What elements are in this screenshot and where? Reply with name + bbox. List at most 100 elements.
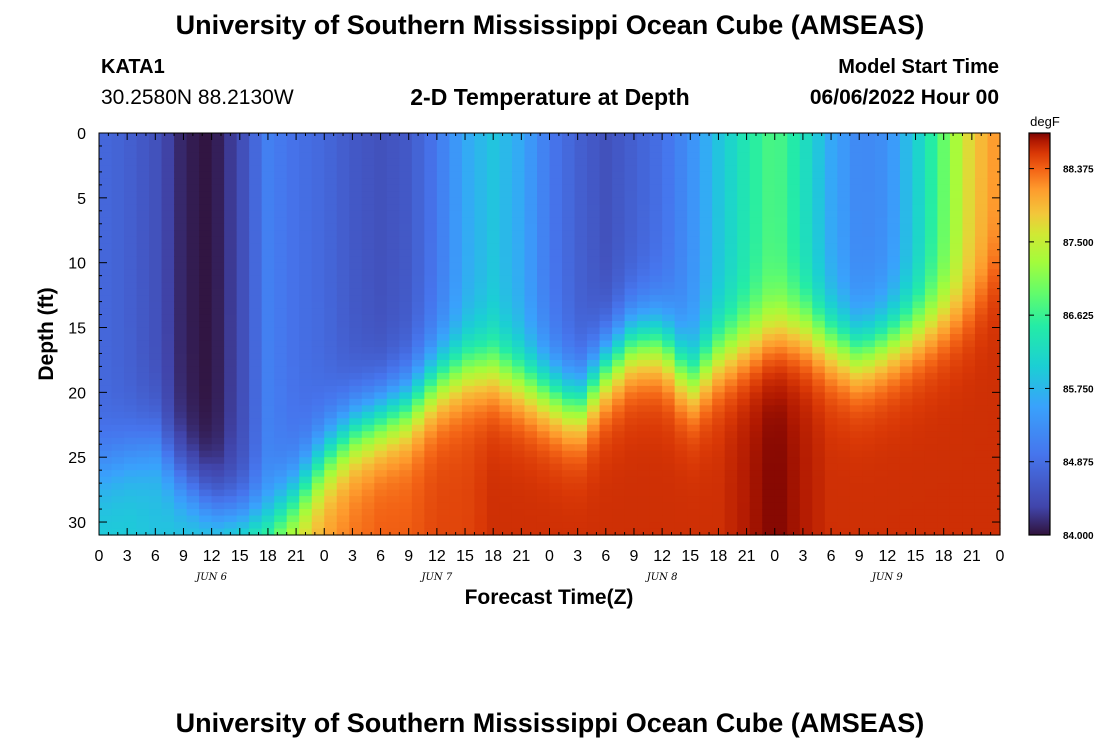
heatmap-cell	[424, 288, 438, 296]
heatmap-cell	[637, 184, 651, 192]
heatmap-cell	[862, 450, 876, 458]
heatmap-cell	[674, 398, 688, 406]
heatmap-cell	[637, 236, 651, 244]
heatmap-cell	[174, 133, 188, 141]
heatmap-cell	[712, 334, 726, 342]
heatmap-cell	[937, 346, 951, 355]
heatmap-cell	[699, 243, 713, 251]
heatmap-cell	[286, 139, 300, 147]
heatmap-cell	[912, 470, 926, 478]
heatmap-cell	[837, 165, 851, 173]
heatmap-cell	[449, 515, 463, 523]
heatmap-cell	[737, 496, 751, 504]
heatmap-cell	[724, 178, 738, 186]
heatmap-cell	[274, 418, 288, 426]
heatmap-cell	[612, 489, 626, 497]
heatmap-cell	[336, 489, 350, 497]
heatmap-cell	[499, 184, 513, 192]
heatmap-cell	[774, 353, 788, 361]
heatmap-cell	[424, 502, 438, 510]
heatmap-cell	[749, 450, 763, 458]
heatmap-cell	[436, 210, 450, 218]
heatmap-cell	[286, 295, 300, 303]
heatmap-cell	[211, 437, 225, 445]
heatmap-cell	[286, 392, 300, 400]
heatmap-cell	[674, 431, 688, 439]
heatmap-cell	[962, 424, 976, 432]
heatmap-cell	[224, 139, 238, 147]
heatmap-cell	[762, 366, 776, 374]
heatmap-cell	[411, 515, 425, 523]
heatmap-cell	[149, 379, 163, 387]
heatmap-cell	[474, 431, 488, 439]
heatmap-cell	[849, 178, 863, 186]
heatmap-cell	[199, 204, 213, 212]
heatmap-cell	[349, 295, 363, 303]
heatmap-cell	[974, 489, 989, 497]
heatmap-cell	[274, 158, 288, 167]
heatmap-cell	[311, 308, 325, 316]
heatmap-cell	[474, 204, 488, 212]
heatmap-cell	[924, 437, 939, 445]
heatmap-cell	[536, 295, 551, 303]
heatmap-cell	[712, 178, 726, 186]
heatmap-cell	[762, 411, 776, 419]
heatmap-cell	[812, 444, 826, 452]
heatmap-cell	[962, 236, 976, 244]
heatmap-cell	[374, 476, 388, 484]
heatmap-cell	[662, 424, 676, 432]
heatmap-cell	[974, 385, 989, 393]
heatmap-cell	[912, 165, 926, 173]
heatmap-cell	[837, 522, 851, 530]
heatmap-cell	[424, 457, 438, 465]
x-tick-label: 6	[376, 548, 385, 565]
heatmap-cell	[824, 457, 838, 465]
heatmap-cell	[574, 178, 588, 186]
heatmap-cell	[887, 353, 901, 361]
heatmap-cell	[724, 424, 738, 432]
heatmap-cell	[211, 133, 225, 141]
heatmap-cell	[812, 372, 826, 380]
heatmap-cell	[174, 223, 188, 231]
heatmap-cell	[499, 515, 513, 523]
heatmap-cell	[186, 346, 200, 355]
day-label: JUN 8	[645, 572, 678, 583]
heatmap-cell	[261, 522, 275, 530]
heatmap-cell	[449, 509, 463, 517]
heatmap-cell	[524, 171, 538, 179]
heatmap-cell	[587, 191, 601, 199]
heatmap-cell	[349, 308, 363, 316]
heatmap-cell	[662, 301, 676, 309]
heatmap-cell	[186, 197, 200, 205]
heatmap-cell	[224, 502, 238, 510]
heatmap-cell	[587, 366, 601, 374]
heatmap-cell	[737, 210, 751, 218]
heatmap-cell	[449, 223, 463, 231]
heatmap-cell	[874, 133, 888, 141]
heatmap-cell	[949, 463, 964, 471]
heatmap-cell	[486, 502, 501, 510]
heatmap-cell	[674, 171, 688, 179]
heatmap-cell	[674, 249, 688, 257]
heatmap-cell	[762, 191, 776, 199]
heatmap-cell	[186, 158, 200, 167]
heatmap-cell	[274, 334, 288, 342]
heatmap-cell	[274, 366, 288, 374]
heatmap-cell	[349, 269, 363, 277]
heatmap-cell	[486, 139, 501, 147]
heatmap-cell	[286, 457, 300, 465]
heatmap-cell	[311, 392, 325, 400]
heatmap-cell	[286, 418, 300, 426]
heatmap-cell	[199, 321, 213, 329]
heatmap-cell	[511, 204, 526, 212]
heatmap-cell	[937, 450, 951, 458]
heatmap-cell	[874, 327, 888, 335]
heatmap-cell	[987, 184, 1001, 192]
heatmap-cell	[924, 184, 939, 192]
heatmap-cell	[974, 437, 989, 445]
heatmap-cell	[336, 223, 350, 231]
heatmap-cell	[649, 392, 663, 400]
heatmap-cell	[874, 139, 888, 147]
heatmap-cell	[887, 139, 901, 147]
heatmap-cell	[887, 334, 901, 342]
